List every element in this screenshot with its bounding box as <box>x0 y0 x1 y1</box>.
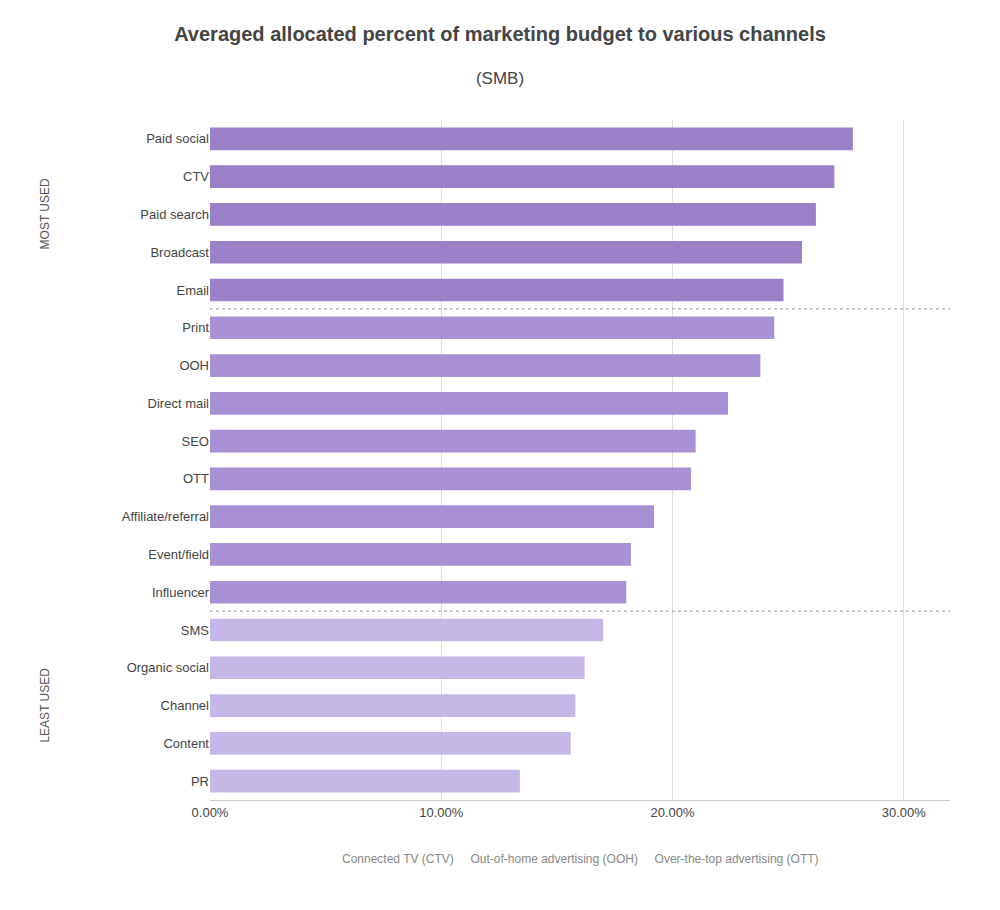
svg-text:Influencer: Influencer <box>152 585 210 600</box>
svg-text:Direct mail: Direct mail <box>148 396 210 411</box>
svg-text:PR: PR <box>191 774 209 789</box>
svg-text:Organic social: Organic social <box>127 660 209 675</box>
svg-text:Event/field: Event/field <box>148 547 209 562</box>
svg-text:10.00%: 10.00% <box>419 805 464 820</box>
svg-text:Paid search: Paid search <box>140 207 209 222</box>
svg-text:(SMB): (SMB) <box>476 69 524 88</box>
svg-text:SMS: SMS <box>181 623 210 638</box>
svg-text:Email: Email <box>176 283 209 298</box>
svg-text:Content: Content <box>163 736 209 751</box>
svg-text:20.00%: 20.00% <box>650 805 695 820</box>
svg-text:Connected TV (CTV) Out-of-: Connected TV (CTV) Out-of-home advertisi… <box>342 852 819 866</box>
svg-text:OOH: OOH <box>179 358 209 373</box>
svg-text:Affiliate/referral: Affiliate/referral <box>122 509 209 524</box>
svg-text:Broadcast: Broadcast <box>150 245 209 260</box>
svg-text:Averaged allocated percent of: Averaged allocated percent of marketing … <box>174 23 826 45</box>
svg-text:30.00%: 30.00% <box>882 805 927 820</box>
svg-text:CTV: CTV <box>183 169 209 184</box>
svg-text:MOST USED: MOST USED <box>38 178 52 249</box>
svg-text:Print: Print <box>182 320 209 335</box>
svg-text:SEO: SEO <box>182 434 209 449</box>
svg-text:OTT: OTT <box>183 471 209 486</box>
svg-text:0.00%: 0.00% <box>192 805 229 820</box>
svg-text:Channel: Channel <box>161 698 210 713</box>
svg-text:LEAST USED: LEAST USED <box>38 668 52 743</box>
svg-text:Paid social: Paid social <box>146 131 209 146</box>
